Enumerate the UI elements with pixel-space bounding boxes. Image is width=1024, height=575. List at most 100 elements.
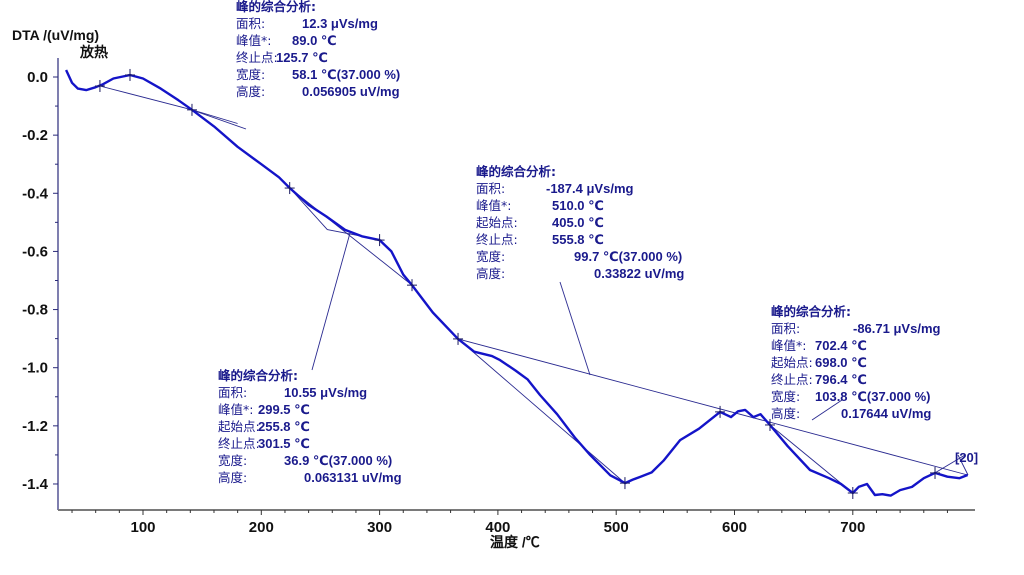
baseline (289, 187, 413, 286)
peak-analysis-label: 起始点: (218, 419, 260, 434)
peak-analysis-label: 终止点: (476, 232, 518, 247)
peak-analysis-value: 10.55 μVs/mg (284, 385, 367, 400)
peak-analysis-value: 796.4 ℃ (815, 372, 867, 387)
leader-line (191, 109, 247, 130)
x-tick-label: 400 (485, 519, 510, 536)
leader-line (559, 281, 591, 376)
x-axis-title: 温度 /℃ (490, 534, 540, 550)
peak-analysis-value: 301.5 ℃ (258, 436, 310, 451)
x-tick-label: 200 (249, 519, 274, 536)
y-axis-subtitle: 放热 (79, 44, 108, 60)
baselines (99, 85, 968, 494)
peak-analysis-label: 面积: (476, 181, 505, 196)
peak-analysis-label: 起始点: (476, 215, 518, 230)
point-marker (715, 405, 726, 418)
peak-analysis-label: 高度: (771, 406, 800, 421)
point-marker (374, 234, 385, 247)
leader-line (957, 454, 969, 476)
peak-analysis-label: 峰值*: (218, 402, 253, 417)
baseline (457, 338, 968, 476)
y-tick-label: -1.2 (22, 418, 48, 435)
peak-analysis-value: 36.9 ℃(37.000 %) (284, 453, 392, 468)
peak-analysis-box: 峰的综合分析: 面积: 10.55 μVs/mg 峰值*: 299.5 ℃ 起始点:255… (218, 368, 402, 485)
peak-analysis-value: -86.71 μVs/mg (853, 321, 940, 336)
peak-analysis-label: 面积: (218, 385, 247, 400)
peak-analysis-value: 299.5 ℃ (258, 402, 310, 417)
y-tick-label: -1.0 (22, 360, 48, 377)
baseline (289, 187, 382, 241)
peak-analysis-value: 698.0 ℃ (815, 355, 867, 370)
peak-analysis-label: 宽度: (236, 67, 265, 82)
y-tick-label: -1.4 (22, 476, 49, 493)
peak-analysis-value: 555.8 ℃ (552, 232, 604, 247)
peak-analysis-value: 702.4 ℃ (815, 338, 867, 353)
peak-analysis-value: 510.0 ℃ (552, 198, 604, 213)
tag-label: [20] (955, 450, 978, 465)
peak-analysis-label: 终止点: (771, 372, 813, 387)
peak-analysis-label: 宽度: (218, 453, 247, 468)
peak-analysis-value: -187.4 μVs/mg (546, 181, 633, 196)
point-marker (453, 332, 464, 345)
peak-analysis-label: 峰值*: (476, 198, 511, 213)
series (65, 69, 969, 497)
peak-analysis-box: 峰的综合分析: 面积: 12.3 μVs/mg 峰值*: 89.0 ℃ 终止点:125.7… (236, 0, 400, 99)
peak-analysis-value: 0.17644 uV/mg (841, 406, 931, 421)
point-marker (94, 80, 105, 93)
y-tick-label: -0.6 (22, 243, 48, 260)
peak-analysis-value: 89.0 ℃ (292, 33, 337, 48)
point-marker (124, 68, 135, 81)
peak-analysis-label: 宽度: (476, 249, 505, 264)
baseline (934, 454, 966, 474)
peak-analysis-label: 起始点: (771, 355, 813, 370)
point-marker (619, 477, 630, 490)
y-axis-title: DTA /(uV/mg) (12, 27, 99, 43)
peak-analysis-label: 宽度: (771, 389, 800, 404)
point-marker (284, 182, 295, 195)
y-tick-label: 0.0 (27, 69, 48, 86)
leader-line (311, 232, 351, 371)
peak-analysis-value: 405.0 ℃ (552, 215, 604, 230)
baseline (769, 424, 854, 494)
annotation-leaders (191, 109, 969, 476)
point-marker (764, 418, 775, 431)
y-tick-label: -0.2 (22, 127, 48, 144)
point-marker (930, 466, 941, 479)
peak-analysis-value: 0.33822 uV/mg (594, 266, 684, 281)
y-tick-label: -0.8 (22, 302, 48, 319)
peak-analysis-label: 面积: (236, 16, 265, 31)
peak-analysis-value: 58.1 ℃(37.000 %) (292, 67, 400, 82)
peak-analysis-label: 终止点: (218, 436, 260, 451)
peak-analysis-value: 255.8 ℃ (258, 419, 310, 434)
point-marker (847, 486, 858, 499)
point-marker (186, 103, 197, 116)
peak-analysis-box: 峰的综合分析: 面积: -187.4 μVs/mg 峰值*: 510.0 ℃ 起始点: 40… (476, 164, 684, 281)
x-tick-label: 600 (722, 519, 747, 536)
peak-analysis-value: 125.7 ℃ (276, 50, 328, 65)
baseline (457, 338, 626, 484)
peak-analysis-value: 99.7 ℃(37.000 %) (574, 249, 682, 264)
peak-analysis-label: 峰值*: (236, 33, 271, 48)
x-tick-label: 300 (367, 519, 392, 536)
peak-analysis-heading: 峰的综合分析: (771, 304, 851, 319)
x-tick-label: 700 (840, 519, 865, 536)
peak-analysis-label: 高度: (476, 266, 505, 281)
dta-curve (65, 69, 969, 497)
peak-analysis-value: 103.8 ℃(37.000 %) (815, 389, 930, 404)
peak-analysis-label: 峰值*: (771, 338, 806, 353)
x-tick-label: 500 (604, 519, 629, 536)
peak-analysis-label: 高度: (218, 470, 247, 485)
peak-analysis-label: 高度: (236, 84, 265, 99)
peak-analysis-heading: 峰的综合分析: (236, 0, 316, 14)
peak-analysis-value: 0.056905 uV/mg (302, 84, 400, 99)
peak-analysis-heading: 峰的综合分析: (476, 164, 556, 179)
point-marker (407, 279, 418, 292)
peak-analysis-heading: 峰的综合分析: (218, 368, 298, 383)
peak-analysis-value: 12.3 μVs/mg (302, 16, 378, 31)
leader-line (811, 399, 843, 421)
peak-analysis-label: 终止点: (236, 50, 278, 65)
axes: 0.0 -0.2 -0.4 -0.6 -0.8 -1.0 -1.2 -1.4 100 200 300… (22, 58, 975, 536)
peak-analysis-label: 面积: (771, 321, 800, 336)
